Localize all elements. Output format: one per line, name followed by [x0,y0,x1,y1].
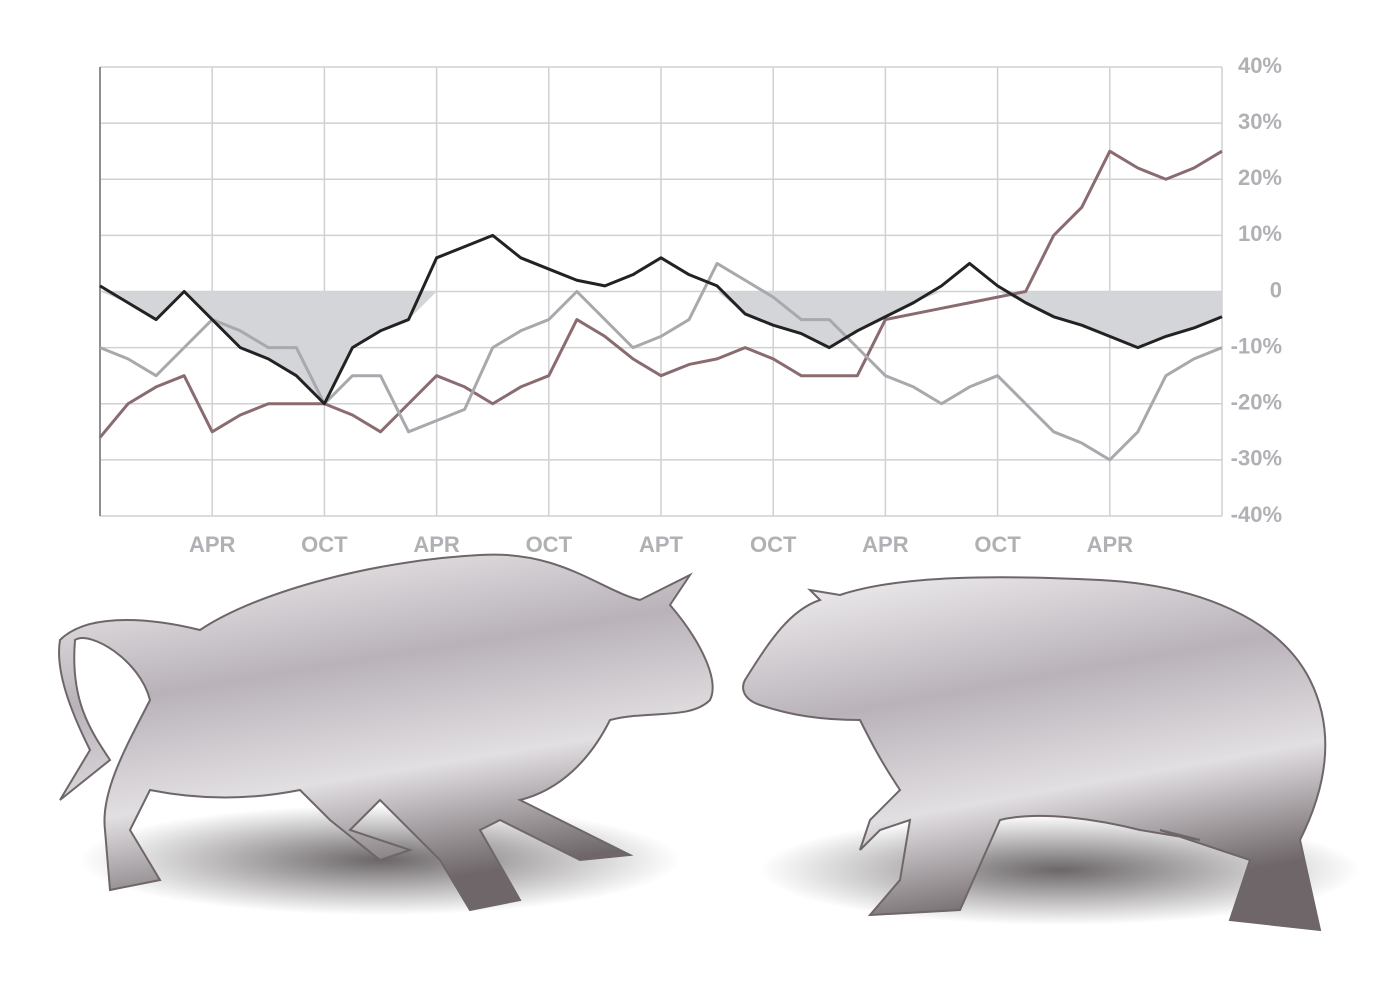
plot-area: -40% -30% -20% -10% 0 10% 20% 30% 40% APR OCT APR OC… [98,53,1282,557]
y-tick-label: 20% [1238,165,1282,190]
y-tick-label: -30% [1231,446,1282,471]
y-tick-label: 30% [1238,109,1282,134]
x-tick-label: OCT [301,532,348,557]
y-tick-label: -10% [1231,333,1282,358]
x-tick-label: OCT [526,532,573,557]
x-tick-label: APR [189,532,236,557]
x-tick-label: APR [862,532,909,557]
line [98,149,1223,439]
bear [742,576,1327,932]
line [99,233,1223,406]
x-tick-label: APT [639,532,684,557]
line [99,261,1223,462]
y-tick-label: -20% [1231,390,1282,415]
area [100,291,1222,404]
y-tick-label: 0 [1270,277,1282,302]
bull [58,553,714,912]
y-tick-label: 40% [1238,53,1282,78]
x-tick-label: OCT [750,532,797,557]
x-tick-label: APR [413,532,460,557]
x-tick-label: APR [1087,532,1134,557]
sculptures [58,553,1360,932]
y-tick-label: 10% [1238,221,1282,246]
y-tick-label: -40% [1231,502,1282,527]
x-tick-label: OCT [974,532,1021,557]
